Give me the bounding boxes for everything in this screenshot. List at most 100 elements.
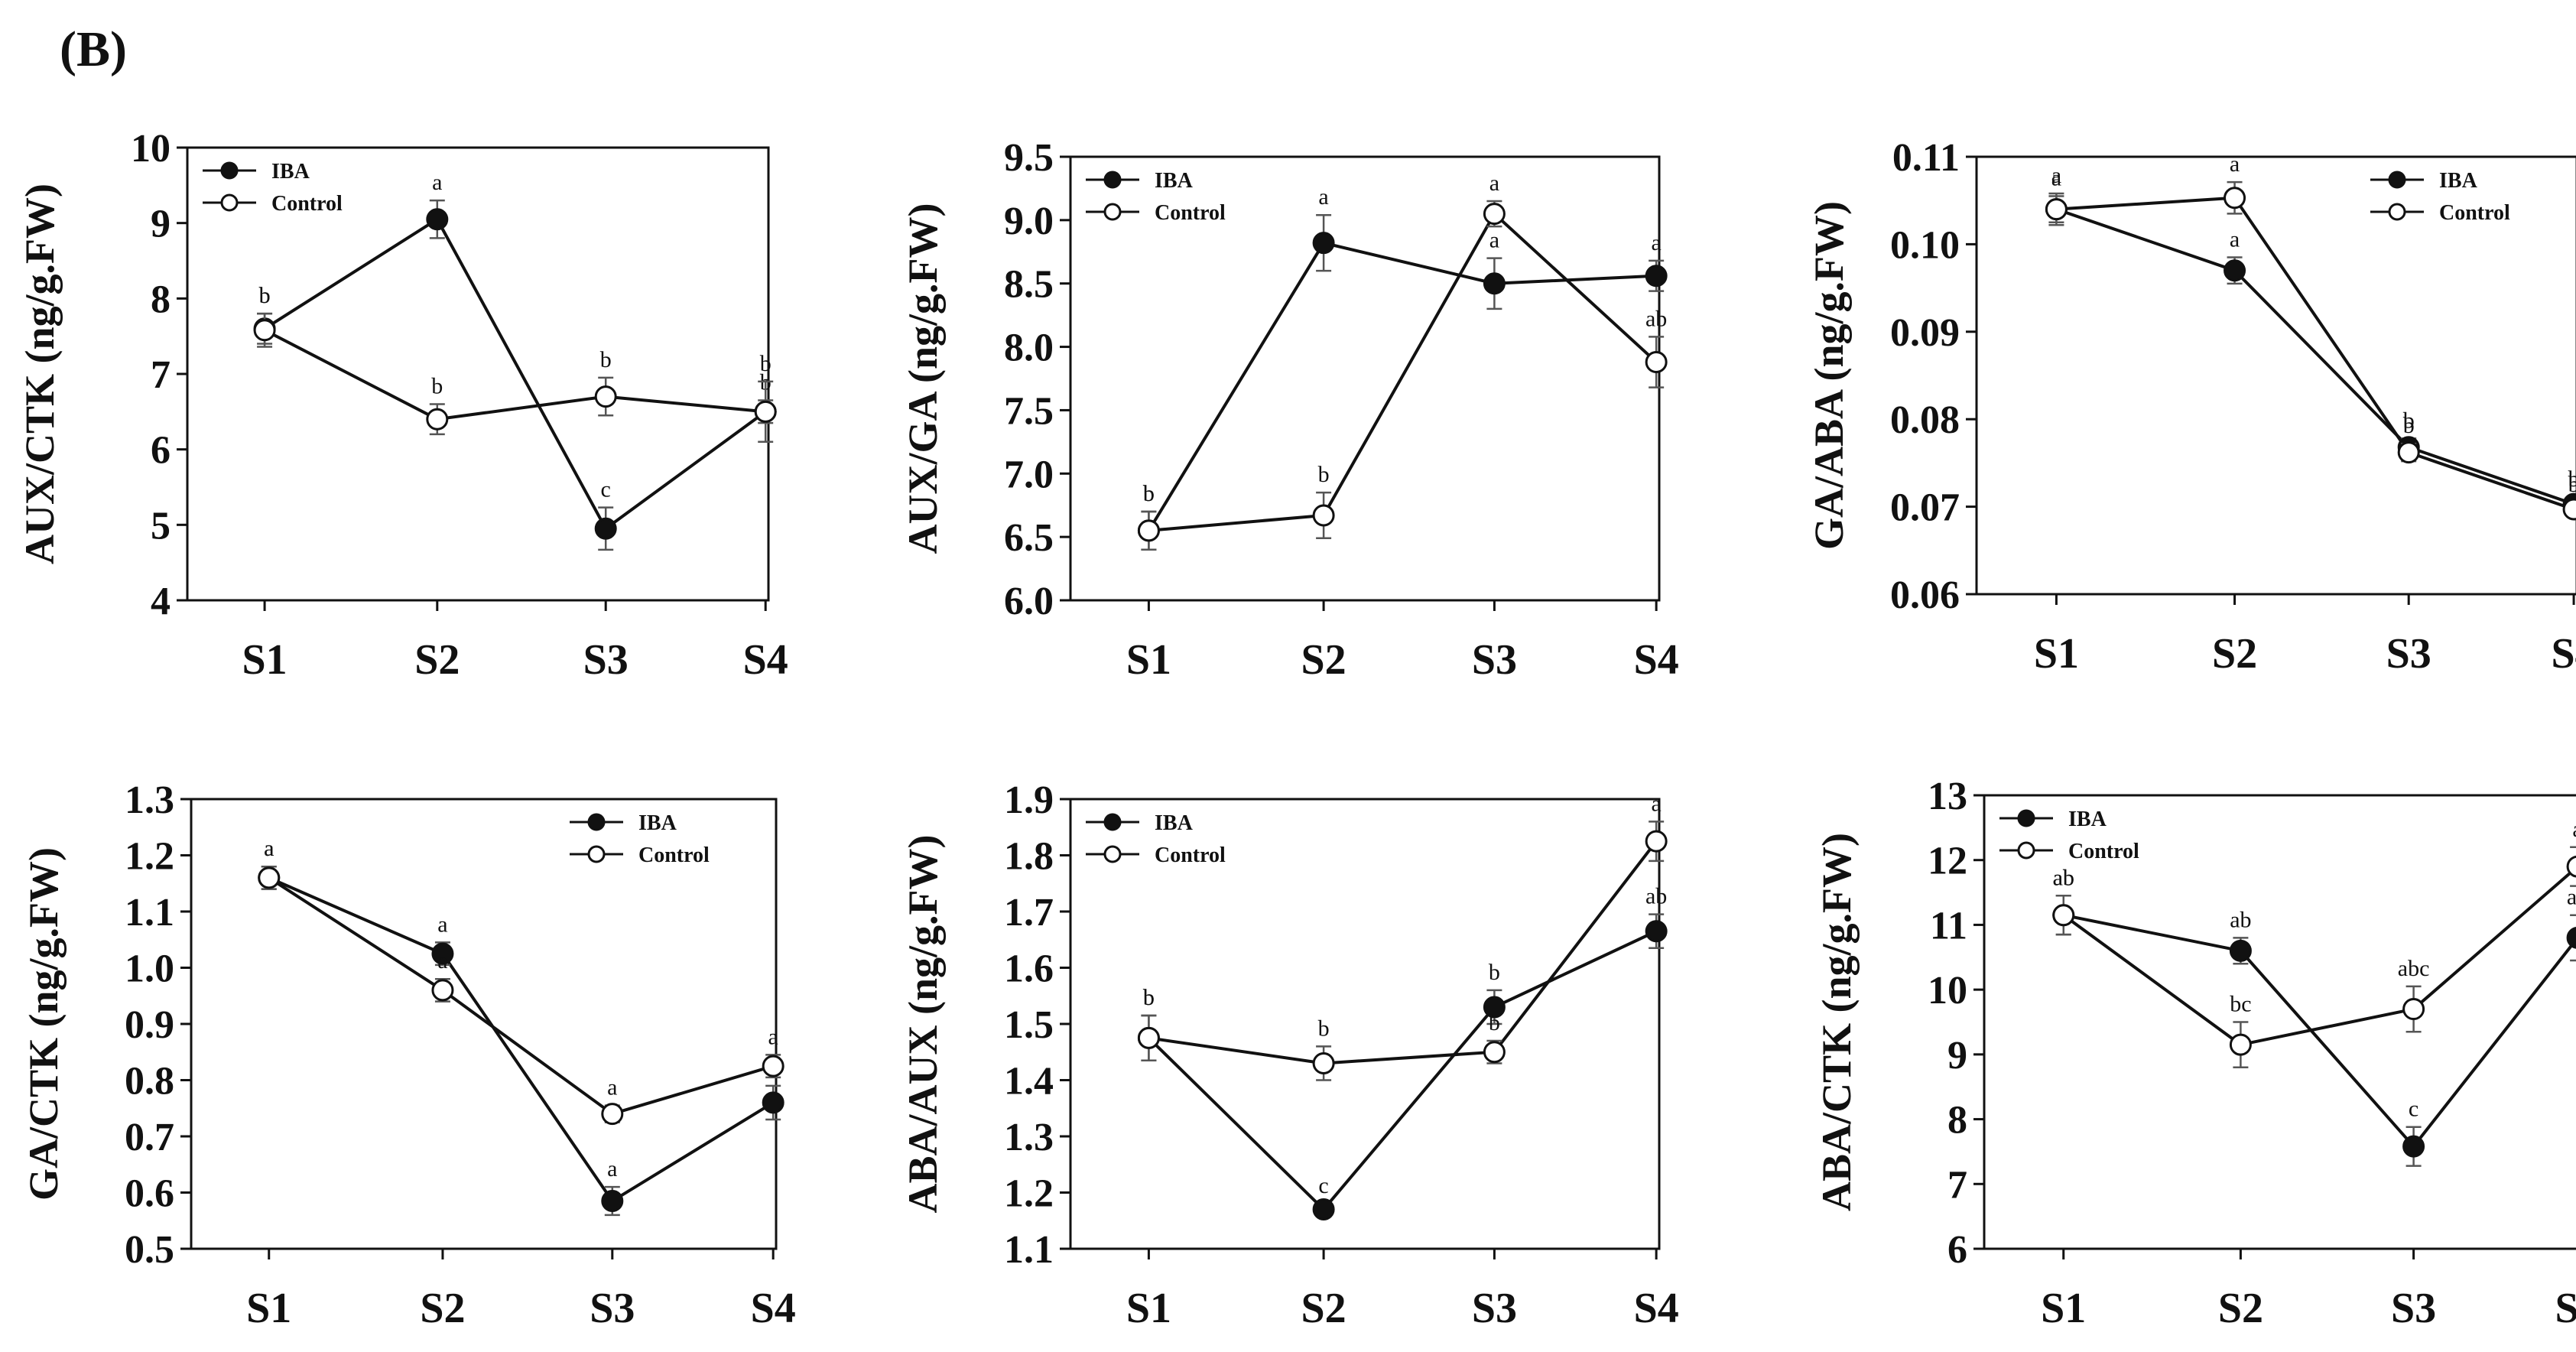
data-label: a <box>1651 230 1661 255</box>
point-control <box>762 1055 784 1077</box>
y-tick-label: 6.5 <box>1004 516 1054 560</box>
chart-5: 1.1 1.2 1.3 1.4 1.5 1.6 1.7 1.8 1.9 S1 S2 S3 S4 ABA/A… <box>900 778 1679 1332</box>
panel-label: (B) <box>60 21 127 77</box>
y-tick-label: 0.09 <box>1890 311 1960 355</box>
x-tick-label: S4 <box>2555 1285 2576 1332</box>
series-line-iba <box>2055 207 2574 506</box>
point-iba <box>2566 927 2576 949</box>
point-control <box>2229 1033 2252 1056</box>
data-label: b <box>2403 408 2415 433</box>
plot-frame <box>1975 155 2576 596</box>
data-label: a <box>1651 791 1661 816</box>
y-tick-label: 5 <box>151 504 171 548</box>
x-tick-label: S1 <box>2034 630 2079 678</box>
point-control <box>258 866 281 889</box>
data-label: b <box>1143 985 1155 1010</box>
legend-marker <box>587 813 606 831</box>
series-line-control <box>264 328 766 421</box>
y-tick-label: 1.3 <box>1004 1116 1054 1159</box>
plot-frame <box>1069 155 1661 602</box>
data-label: a <box>1489 171 1499 196</box>
y-tick-label: 0.10 <box>1890 223 1960 267</box>
data-label: b <box>259 283 271 308</box>
point-control <box>1645 830 1668 853</box>
point-control <box>1137 1026 1160 1049</box>
point-control <box>1312 504 1335 527</box>
legend-label: IBA <box>1155 811 1194 835</box>
legend-label: Control <box>1155 201 1226 225</box>
data-label: a <box>1318 184 1328 210</box>
point-control <box>601 1103 624 1126</box>
legend-marker <box>220 193 239 212</box>
x-tick-label: S2 <box>2218 1285 2263 1332</box>
x-tick-label: S4 <box>1634 636 1679 684</box>
point-iba <box>1483 272 1506 295</box>
y-axis-label: AUX/CTK (ng/g.FW) <box>17 184 63 564</box>
y-tick-label: 9.5 <box>1004 136 1054 180</box>
point-control <box>2397 441 2420 464</box>
series-line-control <box>1148 211 1658 532</box>
point-control <box>2224 187 2246 210</box>
data-label: a <box>264 836 274 861</box>
y-tick-label: 0.5 <box>125 1228 174 1272</box>
legend-label: IBA <box>2068 808 2107 831</box>
y-axis-label: ABA/AUX (ng/g.FW) <box>900 835 946 1214</box>
point-iba <box>1312 232 1335 255</box>
legend-marker <box>220 161 239 180</box>
x-tick-label: S2 <box>1301 1285 1346 1332</box>
point-control <box>594 385 617 408</box>
point-iba <box>1483 996 1506 1019</box>
x-tick-label: S2 <box>2212 630 2257 678</box>
data-label: b <box>1143 481 1155 506</box>
legend-label: IBA <box>1155 169 1194 193</box>
y-tick-label: 10 <box>131 127 171 171</box>
y-tick-label: 0.6 <box>125 1172 174 1216</box>
data-label: a <box>437 948 447 973</box>
chart-2: 6.0 6.5 7.0 7.5 8.0 8.5 9.0 9.5 S1 S2 S3 S4 AUX/GA (… <box>900 136 1679 684</box>
y-tick-label: 0.8 <box>125 1060 174 1103</box>
legend-marker <box>587 845 606 863</box>
y-tick-label: 1.4 <box>1004 1060 1054 1103</box>
point-control <box>431 979 454 1002</box>
x-tick-label: S4 <box>1634 1285 1679 1332</box>
legend-label: Control <box>1155 843 1226 867</box>
point-control <box>1483 1041 1506 1064</box>
data-label: b <box>1143 481 1155 506</box>
legend-label: IBA <box>271 160 310 184</box>
y-tick-label: 0.7 <box>125 1116 174 1159</box>
point-iba <box>1645 265 1668 288</box>
series-line-control <box>2062 866 2576 1047</box>
data-label: a <box>2230 227 2240 252</box>
data-label: a <box>437 912 447 937</box>
legend-marker <box>2017 841 2035 860</box>
y-axis-label: GA/CTK (ng/g.FW) <box>21 847 67 1201</box>
data-label: ab <box>1645 306 1667 331</box>
x-tick-label: S1 <box>1126 1285 1171 1332</box>
x-tick-label: S3 <box>583 636 629 684</box>
legend-marker <box>1103 845 1122 863</box>
data-label: b <box>1318 1016 1330 1041</box>
y-tick-label: 0.11 <box>1892 136 1960 180</box>
y-tick-label: 1.2 <box>125 835 174 879</box>
point-iba <box>762 1091 784 1114</box>
data-label: b <box>1143 985 1155 1010</box>
data-label: b <box>600 347 612 372</box>
point-control <box>426 408 449 431</box>
y-tick-label: 8 <box>1947 1099 1967 1142</box>
data-label: ab <box>2053 865 2074 890</box>
series-line-iba <box>1148 929 1657 1212</box>
data-label: a <box>264 836 274 861</box>
point-iba <box>2402 1135 2425 1158</box>
x-tick-label: S2 <box>1301 636 1346 684</box>
point-control <box>253 319 276 342</box>
y-tick-label: 12 <box>1928 840 1967 883</box>
data-label: a <box>2051 165 2061 190</box>
series-line-control <box>1148 840 1658 1065</box>
data-label: a <box>1489 228 1499 253</box>
series-line-control <box>268 876 774 1116</box>
y-tick-label: 0.06 <box>1890 574 1960 617</box>
point-control <box>2052 904 2075 927</box>
point-iba <box>2224 259 2246 282</box>
